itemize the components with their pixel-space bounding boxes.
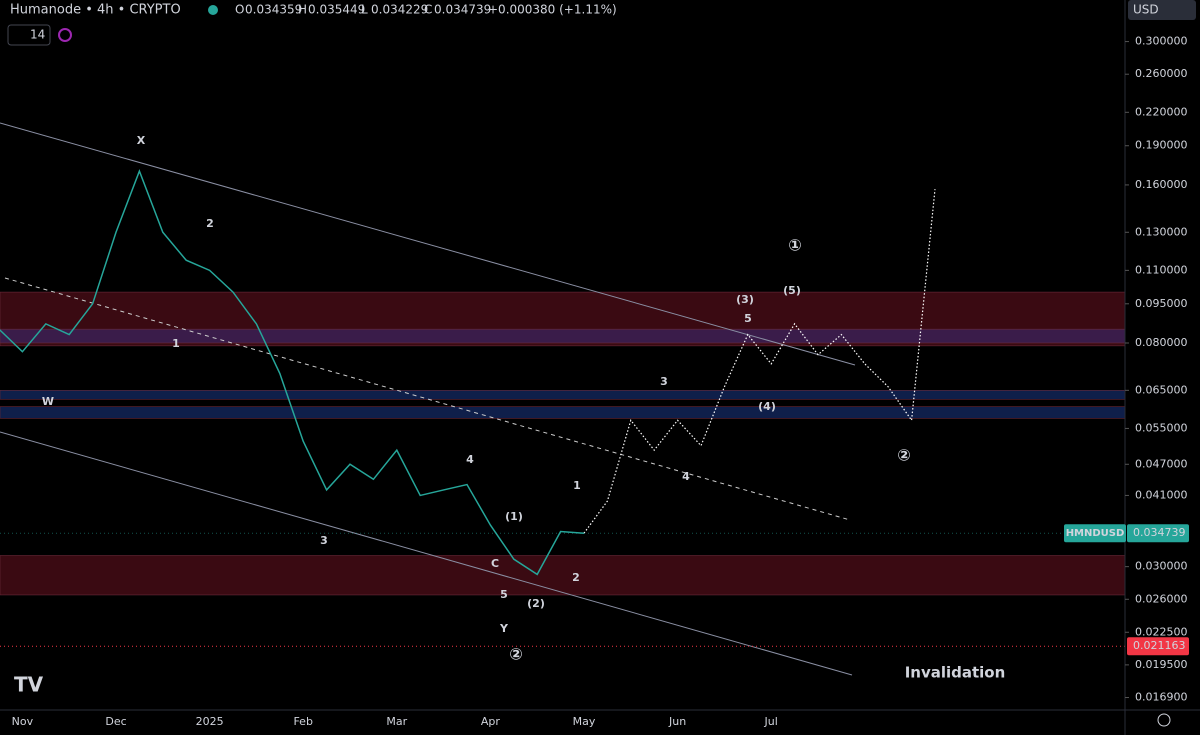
y-tick-label: 0.019500	[1135, 658, 1188, 671]
wave-label: (2)	[527, 597, 545, 610]
y-tick-label: 0.041000	[1135, 488, 1188, 501]
y-tick-label: 0.160000	[1135, 178, 1188, 191]
zone	[0, 328, 1126, 344]
indicator-icon[interactable]	[58, 28, 72, 42]
y-tick-label: 0.016900	[1135, 691, 1188, 704]
y-tick-label: 0.026000	[1135, 592, 1188, 605]
interval-button[interactable]	[7, 24, 51, 46]
wave-label: ②	[897, 446, 911, 465]
price-tag	[1127, 524, 1189, 543]
ohlc-key: L	[361, 3, 368, 17]
wave-label: 5	[500, 588, 508, 601]
wave-label: 2	[206, 217, 214, 230]
x-tick-label: May	[573, 715, 596, 728]
ohlc-key: C	[424, 3, 432, 17]
y-tick-label: 0.190000	[1135, 139, 1188, 152]
channel-lower	[0, 431, 853, 676]
status-dot	[208, 5, 218, 15]
y-tick-label: 0.110000	[1135, 263, 1188, 276]
wave-label: (3)	[736, 293, 754, 306]
wave-label: Y	[499, 622, 509, 635]
ohlc-value: 0.034229	[371, 3, 428, 17]
price-tag-label: 0.034739	[1133, 526, 1186, 539]
y-tick-label: 0.095000	[1135, 297, 1188, 310]
x-tick-label: 2025	[196, 715, 224, 728]
wave-label: Invalidation	[905, 664, 1006, 682]
interval[interactable]: 14	[30, 28, 45, 42]
symbol-tag-label: HMNDUSD	[1066, 528, 1125, 539]
ohlc-value: 0.034739	[434, 3, 491, 17]
y-tick-label: 0.220000	[1135, 105, 1188, 118]
x-tick-label: Jul	[764, 715, 778, 728]
price-tag-label: 0.021163	[1133, 639, 1186, 652]
x-tick-label: Mar	[386, 715, 407, 728]
ohlc-key: H	[298, 3, 307, 17]
zone	[0, 390, 1126, 400]
wave-label: (1)	[505, 510, 523, 523]
wave-label: (4)	[758, 400, 776, 413]
channel-mid	[4, 277, 851, 521]
symbol-tag	[1064, 524, 1126, 543]
wave-label: X	[137, 134, 146, 147]
wave-label: 3	[320, 534, 328, 547]
wave-label: (5)	[783, 284, 801, 297]
y-tick-label: 0.300000	[1135, 35, 1188, 48]
wave-label: 2	[572, 571, 580, 584]
currency[interactable]: USD	[1133, 3, 1159, 17]
y-tick-label: 0.080000	[1135, 336, 1188, 349]
x-tick-label: Dec	[105, 715, 126, 728]
settings-icon[interactable]	[1157, 713, 1171, 727]
zone	[0, 555, 1126, 596]
y-tick-label: 0.065000	[1135, 383, 1188, 396]
wave-label: 4	[682, 470, 690, 483]
zone	[0, 406, 1126, 419]
logo: TV	[14, 673, 44, 697]
wave-label: ②	[509, 645, 523, 664]
y-tick-label: 0.030000	[1135, 560, 1188, 573]
ohlc-value: 0.034359	[245, 3, 302, 17]
ohlc-value: 0.035449	[308, 3, 365, 17]
wave-label: ①	[788, 236, 802, 255]
y-tick-label: 0.130000	[1135, 225, 1188, 238]
wave-label: 5	[744, 312, 752, 325]
y-tick-label: 0.055000	[1135, 421, 1188, 434]
y-tick-label: 0.022500	[1135, 625, 1188, 638]
plot	[0, 168, 1125, 647]
x-tick-label: Nov	[12, 715, 34, 728]
wave-label: 1	[573, 479, 581, 492]
y-tick-label: 0.260000	[1135, 67, 1188, 80]
channel-upper	[0, 122, 856, 366]
ohlc-key: O	[235, 3, 244, 17]
x-tick-label: Feb	[293, 715, 312, 728]
price-tag	[1127, 637, 1189, 656]
wave-label: C	[491, 557, 499, 570]
x-tick-label: Apr	[481, 715, 501, 728]
currency-button[interactable]	[1128, 0, 1196, 20]
x-tick-label: Jun	[668, 715, 686, 728]
price-line	[0, 168, 585, 576]
y-tick-label: 0.047000	[1135, 457, 1188, 470]
wave-label: 4	[466, 453, 474, 466]
wave-label: W	[42, 395, 54, 408]
change: +0.000380 (+1.11%)	[488, 3, 617, 17]
wave-label: 3	[660, 375, 668, 388]
symbol: Humanode • 4h • CRYPTO	[10, 3, 181, 18]
wave-label: 1	[172, 337, 180, 350]
